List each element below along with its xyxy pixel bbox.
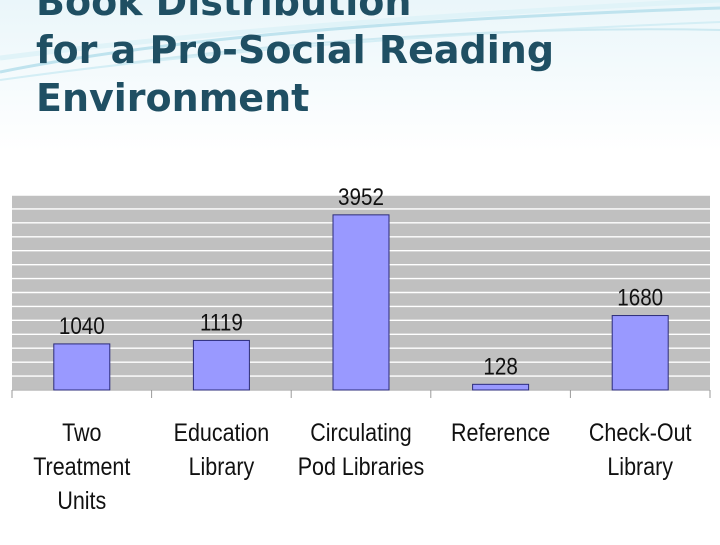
slide-title-line: for a Pro-Social Reading <box>36 28 555 72</box>
slide-title-line: Book Distribution <box>36 0 412 24</box>
slide-title-line: Environment <box>36 76 310 120</box>
category-label: Library <box>189 452 255 480</box>
category-label: Treatment <box>33 452 131 480</box>
data-label: 1040 <box>59 312 105 339</box>
category-label: Library <box>607 452 673 480</box>
bar-chart-svg: 1040 Two Treatment Units 1119 Education Librar… <box>11 183 711 514</box>
category-label: Circulating <box>310 418 411 446</box>
data-label: 128 <box>483 353 517 380</box>
category-label: Check-Out <box>589 418 692 446</box>
category-label: Units <box>57 486 106 514</box>
bar <box>192 339 250 391</box>
category-label: Pod Libraries <box>298 452 425 480</box>
decorative-swoosh <box>0 0 720 81</box>
data-label: 1680 <box>617 284 663 311</box>
data-label: 3952 <box>338 185 384 210</box>
category-label: Two <box>62 418 101 446</box>
slide-title: Book Distribution for a Pro-Social Readi… <box>36 0 676 122</box>
bar <box>611 315 669 391</box>
bar <box>472 383 530 391</box>
bar <box>332 214 390 391</box>
bar <box>53 343 111 391</box>
data-label: 1119 <box>200 309 243 336</box>
category-label: Reference <box>451 418 550 446</box>
bar-chart: 1040 Two Treatment Units 1119 Education Librar… <box>0 183 720 540</box>
category-label: Education <box>174 418 270 446</box>
